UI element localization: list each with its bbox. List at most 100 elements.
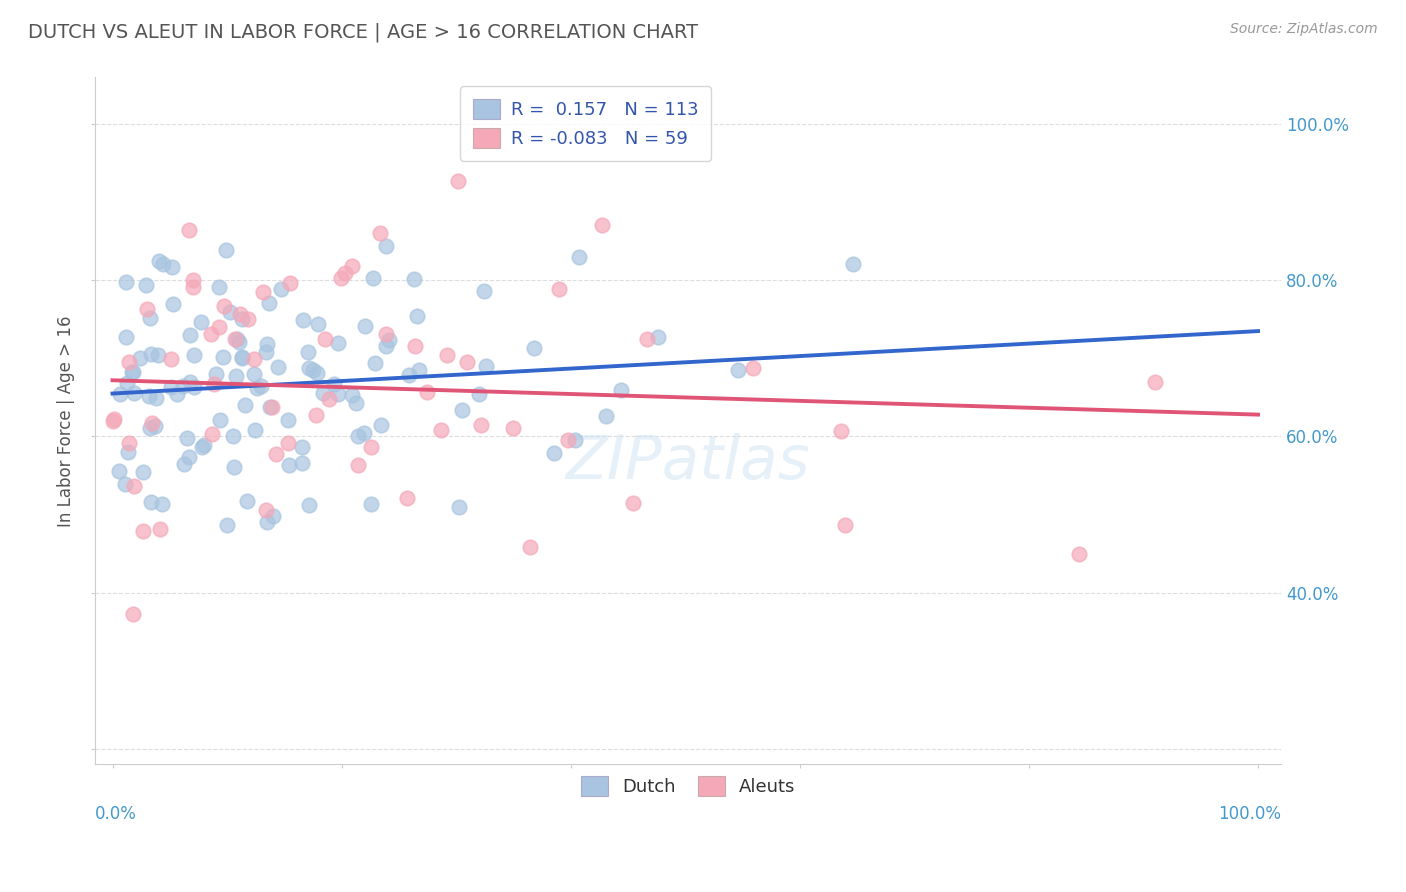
- Point: [205, 368, 228, 382]
- Point: [523, 341, 546, 355]
- Point: [190, 315, 212, 329]
- Point: [370, 226, 392, 240]
- Point: [114, 275, 136, 289]
- Point: [166, 386, 188, 401]
- Point: [360, 497, 382, 511]
- Point: [160, 352, 183, 367]
- Point: [122, 385, 145, 400]
- Point: [328, 387, 350, 401]
- Point: [547, 282, 569, 296]
- Point: [291, 312, 314, 326]
- Point: [647, 330, 669, 344]
- Point: [360, 441, 382, 455]
- Point: [436, 348, 458, 362]
- Text: ZIPatlas: ZIPatlas: [565, 433, 810, 491]
- Point: [208, 280, 231, 294]
- Y-axis label: In Labor Force | Age > 16: In Labor Force | Age > 16: [58, 315, 75, 526]
- Point: [193, 437, 215, 451]
- Point: [636, 332, 658, 346]
- Text: 100.0%: 100.0%: [1218, 805, 1281, 823]
- Point: [344, 396, 367, 410]
- Point: [179, 450, 201, 465]
- Point: [117, 444, 139, 458]
- Point: [128, 351, 150, 366]
- Point: [231, 351, 253, 365]
- Point: [103, 412, 125, 426]
- Point: [314, 332, 336, 346]
- Text: 0.0%: 0.0%: [96, 805, 138, 823]
- Point: [568, 250, 591, 264]
- Point: [183, 348, 205, 362]
- Point: [139, 421, 162, 435]
- Point: [323, 377, 346, 392]
- Point: [117, 436, 139, 450]
- Point: [176, 431, 198, 445]
- Point: [519, 540, 541, 554]
- Point: [405, 309, 427, 323]
- Point: [374, 238, 396, 252]
- Point: [179, 328, 201, 343]
- Point: [262, 508, 284, 523]
- Point: [564, 433, 586, 447]
- Point: [260, 400, 283, 414]
- Point: [254, 503, 277, 517]
- Point: [374, 339, 396, 353]
- Point: [404, 339, 426, 353]
- Point: [201, 426, 224, 441]
- Point: [115, 376, 138, 390]
- Point: [256, 516, 278, 530]
- Point: [291, 440, 314, 454]
- Point: [395, 491, 418, 505]
- Point: [160, 260, 183, 274]
- Point: [470, 417, 492, 432]
- Point: [591, 218, 613, 232]
- Point: [229, 307, 252, 321]
- Point: [152, 257, 174, 271]
- Point: [141, 417, 163, 431]
- Point: [179, 223, 201, 237]
- Point: [595, 409, 617, 423]
- Point: [191, 440, 214, 454]
- Point: [115, 330, 138, 344]
- Point: [447, 500, 470, 514]
- Point: [146, 348, 169, 362]
- Point: [456, 355, 478, 369]
- Point: [108, 387, 131, 401]
- Point: [148, 253, 170, 268]
- Point: [252, 285, 274, 299]
- Point: [447, 174, 470, 188]
- Point: [361, 271, 384, 285]
- Point: [101, 414, 124, 428]
- Point: [474, 359, 496, 374]
- Point: [375, 326, 398, 341]
- Point: [270, 281, 292, 295]
- Point: [121, 607, 143, 622]
- Point: [1144, 375, 1167, 389]
- Point: [557, 433, 579, 447]
- Point: [183, 380, 205, 394]
- Point: [267, 360, 290, 375]
- Point: [246, 381, 269, 395]
- Point: [243, 351, 266, 366]
- Point: [233, 398, 256, 412]
- Point: [208, 320, 231, 334]
- Point: [354, 319, 377, 334]
- Point: [121, 365, 143, 379]
- Point: [179, 375, 201, 389]
- Point: [340, 259, 363, 273]
- Point: [340, 387, 363, 401]
- Point: [543, 446, 565, 460]
- Point: [132, 524, 155, 538]
- Point: [228, 334, 250, 349]
- Point: [842, 257, 865, 271]
- Point: [259, 400, 281, 414]
- Point: [181, 273, 204, 287]
- Point: [416, 384, 439, 399]
- Point: [150, 497, 173, 511]
- Point: [353, 426, 375, 441]
- Point: [318, 392, 340, 407]
- Point: [297, 344, 319, 359]
- Point: [162, 296, 184, 310]
- Point: [398, 368, 420, 383]
- Point: [609, 384, 631, 398]
